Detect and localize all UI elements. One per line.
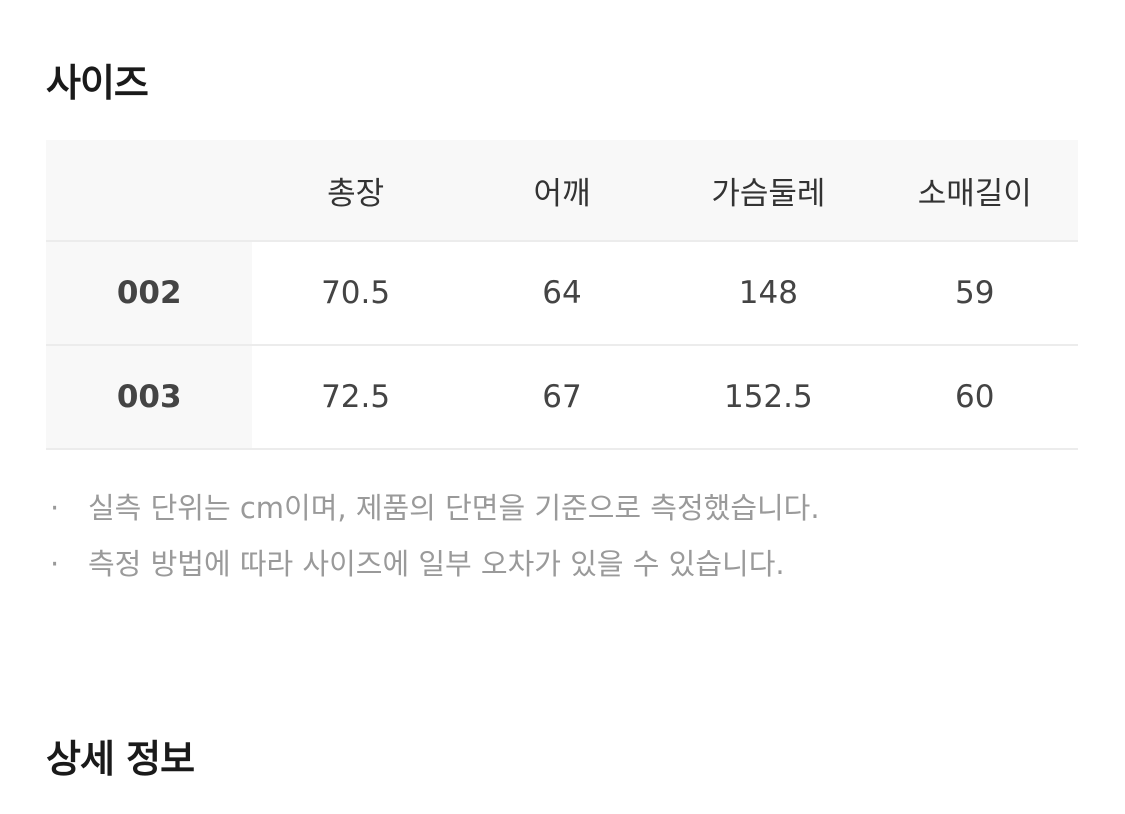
cell-sleeve: 60 [955, 379, 995, 415]
size-table: 총장 어깨 가슴둘레 소매길이 002 70.5 64 148 59 003 7… [46, 140, 1078, 450]
note-item: · 측정 방법에 따라 사이즈에 일부 오차가 있을 수 있습니다. [50, 542, 820, 598]
table-row: 003 72.5 67 152.5 60 [46, 345, 1078, 449]
table-header-row: 총장 어깨 가슴둘레 소매길이 [46, 140, 1078, 242]
cell-chest: 152.5 [723, 379, 813, 415]
header-chest: 가슴둘레 [665, 140, 872, 242]
cell-chest: 148 [738, 275, 798, 311]
note-text: 측정 방법에 따라 사이즈에 일부 오차가 있을 수 있습니다. [88, 547, 785, 581]
cell-total-length: 72.5 [321, 379, 391, 415]
bullet-icon: · [50, 547, 60, 581]
cell-total-length: 70.5 [321, 275, 391, 311]
cell-sleeve: 59 [955, 275, 995, 311]
detail-section-title: 상세 정보 [46, 737, 195, 781]
header-shoulder: 어깨 [458, 140, 666, 242]
header-total-length: 총장 [252, 140, 459, 242]
cell-shoulder: 64 [542, 275, 582, 311]
size-notes: · 실측 단위는 cm이며, 제품의 단면을 기준으로 측정했습니다. · 측정 방… [50, 486, 820, 598]
size-label: 003 [46, 345, 253, 449]
header-cell-empty [46, 140, 253, 242]
note-text: 실측 단위는 cm이며, 제품의 단면을 기준으로 측정했습니다. [88, 491, 820, 525]
table-row: 002 70.5 64 148 59 [46, 241, 1078, 345]
bullet-icon: · [50, 491, 60, 525]
note-item: · 실측 단위는 cm이며, 제품의 단면을 기준으로 측정했습니다. [50, 486, 820, 542]
cell-shoulder: 67 [542, 379, 582, 415]
size-section-title: 사이즈 [46, 61, 149, 105]
size-label: 002 [46, 241, 253, 345]
header-sleeve: 소매길이 [871, 140, 1078, 242]
